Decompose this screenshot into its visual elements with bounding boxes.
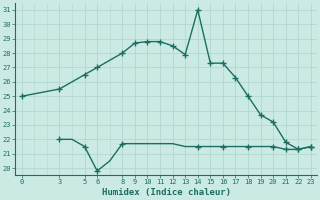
X-axis label: Humidex (Indice chaleur): Humidex (Indice chaleur): [102, 188, 231, 197]
